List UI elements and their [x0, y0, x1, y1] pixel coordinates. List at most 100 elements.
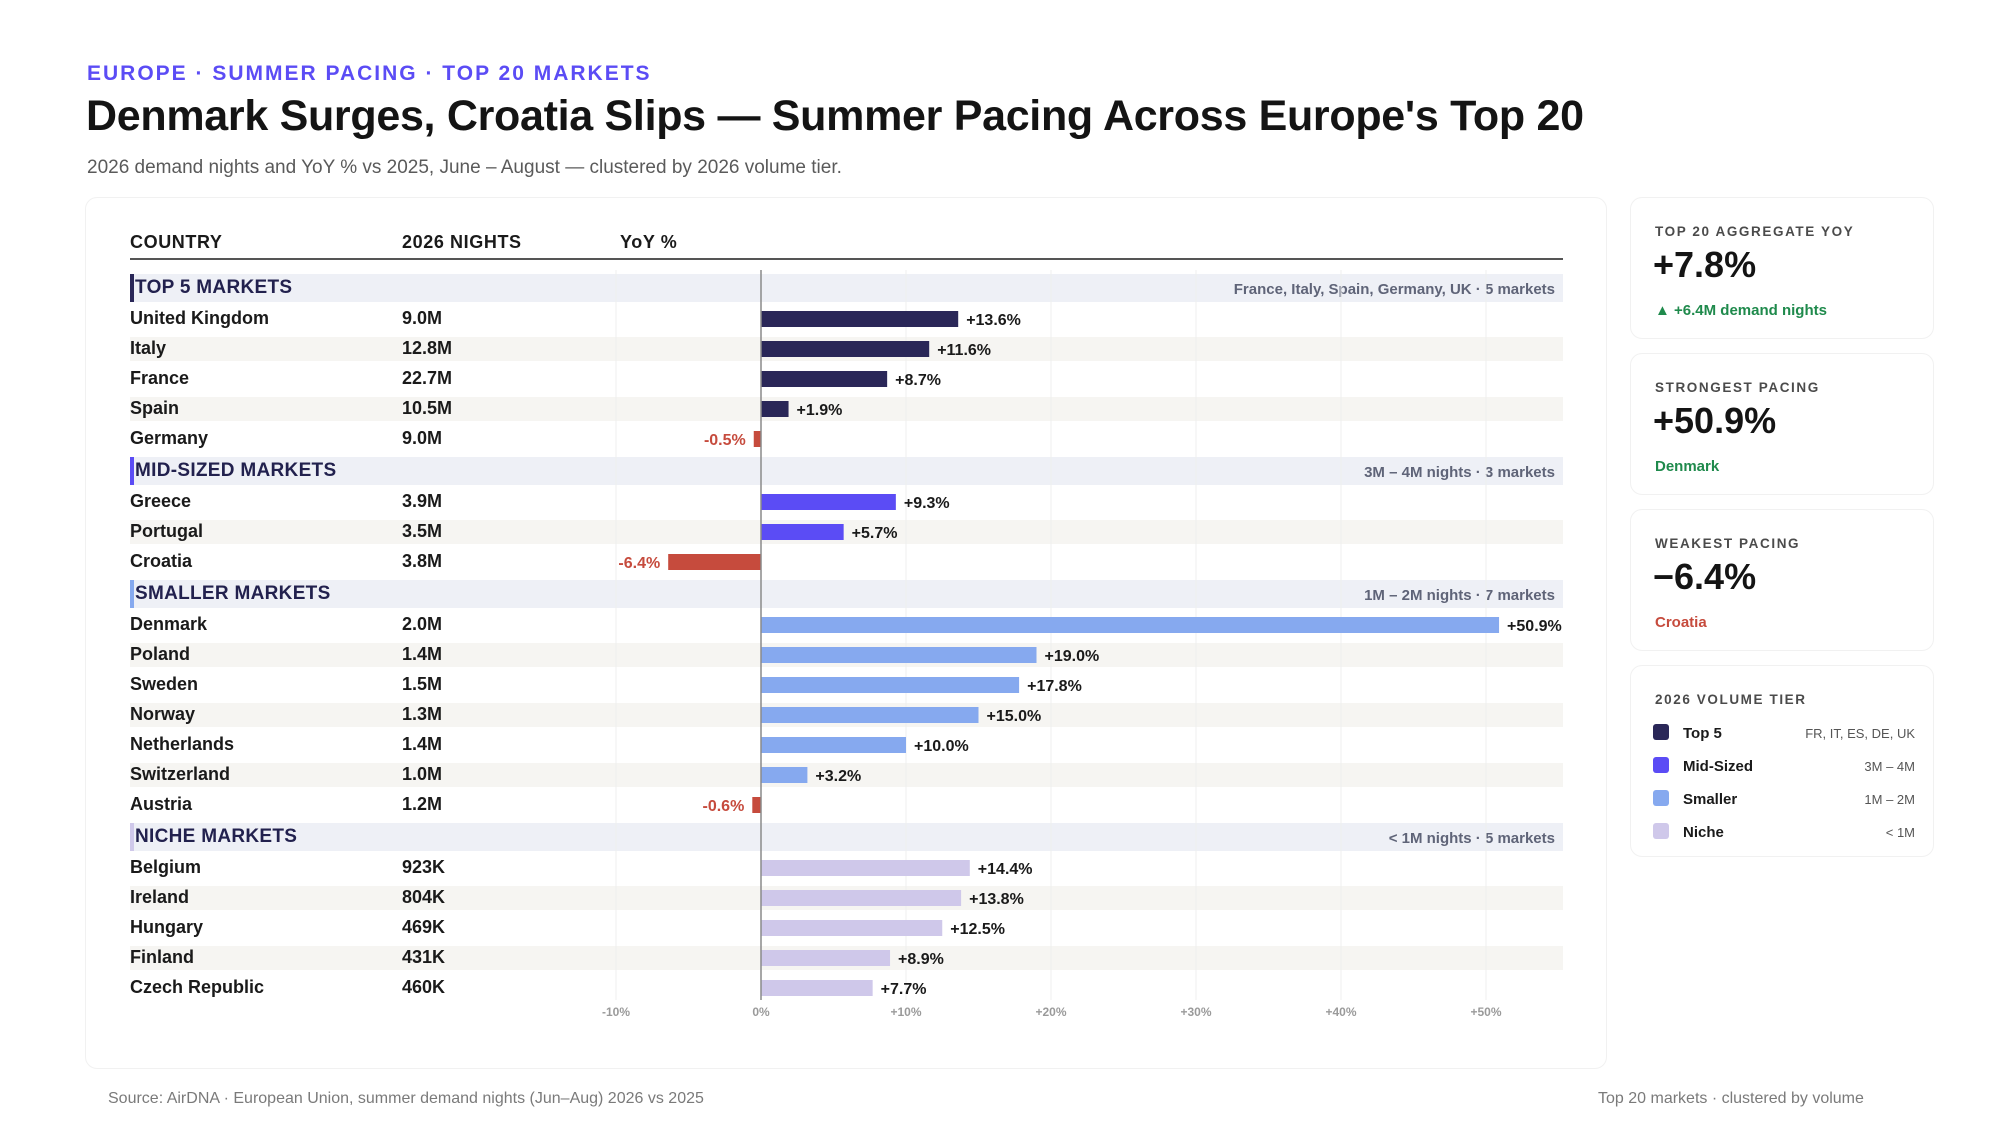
nights-value: 1.4M — [402, 644, 443, 664]
country-name: Czech Republic — [130, 977, 265, 997]
legend-swatch-niche — [1653, 823, 1669, 839]
legend-label: Top 5 — [1683, 725, 1722, 742]
country-name: Ireland — [130, 887, 190, 907]
legend-swatch-mid — [1653, 757, 1669, 773]
bar-value-label: -0.6% — [703, 798, 745, 815]
legend-label: Mid-Sized — [1683, 758, 1753, 775]
x-tick-label: +10% — [890, 1005, 921, 1019]
header-rule — [130, 258, 1563, 260]
country-name: United Kingdom — [130, 308, 269, 328]
bar — [761, 920, 943, 936]
nights-value: 431K — [402, 947, 446, 967]
nights-value: 3.9M — [402, 491, 443, 511]
group-name: TOP 5 MARKETS — [135, 277, 293, 298]
legend-range: < 1M — [1885, 825, 1915, 840]
nights-value: 22.7M — [402, 368, 453, 388]
bar — [761, 767, 808, 783]
bar — [761, 707, 979, 723]
legend-label: Smaller — [1683, 791, 1738, 808]
group-note: 3M – 4M nights · 3 markets — [1364, 464, 1555, 481]
column-header-yoy: YoY % — [620, 232, 678, 252]
bar-value-label: +14.4% — [978, 861, 1033, 878]
nights-value: 12.8M — [402, 338, 453, 358]
source-note: Source: AirDNA · European Union, summer … — [108, 1090, 704, 1107]
bar — [761, 494, 896, 510]
bar-value-label: +12.5% — [950, 921, 1005, 938]
bar-value-label: +5.7% — [852, 525, 898, 542]
x-tick-label: -10% — [602, 1005, 630, 1019]
bar-value-label: -0.5% — [704, 432, 746, 449]
legend-title: 2026 VOLUME TIER — [1655, 692, 1807, 707]
country-name: Switzerland — [130, 764, 231, 784]
nights-value: 3.8M — [402, 551, 443, 571]
row-stripe — [130, 397, 1563, 421]
nights-value: 1.0M — [402, 764, 443, 784]
weakest-value: −6.4% — [1653, 556, 1757, 597]
bar-value-label: +19.0% — [1045, 648, 1100, 665]
country-name: Finland — [130, 947, 194, 967]
country-name: Poland — [130, 644, 191, 664]
nights-value: 1.5M — [402, 674, 443, 694]
aggregate-label: TOP 20 AGGREGATE YOY — [1655, 224, 1855, 239]
legend-range: 3M – 4M — [1864, 759, 1915, 774]
bar — [752, 797, 761, 813]
legend-item-top5: Top 5 FR, IT, ES, DE, UK — [1653, 723, 1915, 743]
bar — [761, 737, 906, 753]
country-name: Denmark — [130, 614, 208, 634]
nights-value: 1.3M — [402, 704, 443, 724]
bar — [761, 980, 873, 996]
bar-value-label: +9.3% — [904, 495, 950, 512]
legend-range: 1M – 2M — [1864, 792, 1915, 807]
row-stripe — [130, 763, 1563, 787]
country-name: Greece — [130, 491, 192, 511]
nights-value: 2.0M — [402, 614, 443, 634]
aggregate-value: +7.8% — [1653, 244, 1757, 285]
nights-value: 460K — [402, 977, 446, 997]
bar-value-label: +8.7% — [895, 372, 941, 389]
country-name: Austria — [130, 794, 193, 814]
country-name: Portugal — [130, 521, 204, 541]
country-name: Sweden — [130, 674, 199, 694]
weakest-country: Croatia — [1655, 614, 1707, 631]
bar-value-label: +11.6% — [937, 342, 991, 359]
country-name: Hungary — [130, 917, 204, 937]
group-band-accent — [130, 823, 134, 851]
bar — [761, 890, 962, 906]
bar-value-label: +50.9% — [1507, 618, 1562, 635]
bar-value-label: +7.7% — [881, 981, 927, 998]
bar — [761, 677, 1020, 693]
bar — [761, 860, 970, 876]
group-name: SMALLER MARKETS — [135, 583, 331, 604]
weakest-label: WEAKEST PACING — [1655, 536, 1801, 551]
country-name: Spain — [130, 398, 180, 418]
nights-value: 469K — [402, 917, 446, 937]
bar — [761, 617, 1500, 633]
group-band — [130, 274, 1563, 302]
bar-value-label: +13.8% — [969, 891, 1024, 908]
group-name: NICHE MARKETS — [135, 826, 298, 847]
country-name: Netherlands — [130, 734, 235, 754]
legend-label: Niche — [1683, 824, 1724, 841]
nights-value: 1.4M — [402, 734, 443, 754]
legend-card: 2026 VOLUME TIER Top 5 FR, IT, ES, DE, U… — [1630, 665, 1934, 857]
bar-value-label: +10.0% — [914, 738, 969, 755]
page-title: Denmark Surges, Croatia Slips — Summer P… — [86, 92, 1584, 140]
bar — [761, 371, 888, 387]
legend-item-mid: Mid-Sized 3M – 4M — [1653, 756, 1915, 776]
x-tick-label: 0% — [752, 1005, 770, 1019]
bar-value-label: +15.0% — [987, 708, 1042, 725]
weakest-card: WEAKEST PACING −6.4% Croatia — [1630, 509, 1934, 651]
group-band — [130, 823, 1563, 851]
bar — [668, 554, 761, 570]
country-name: France — [130, 368, 190, 388]
nights-value: 9.0M — [402, 428, 443, 448]
bar-value-label: +17.8% — [1027, 678, 1082, 695]
column-header-country: COUNTRY — [130, 232, 223, 252]
bar-value-label: +8.9% — [898, 951, 944, 968]
eyebrow: EUROPE · SUMMER PACING · TOP 20 MARKETS — [87, 62, 652, 85]
nights-value: 923K — [402, 857, 446, 877]
bar — [761, 311, 959, 327]
country-name: Italy — [130, 338, 167, 358]
bar-value-label: -6.4% — [618, 555, 660, 572]
